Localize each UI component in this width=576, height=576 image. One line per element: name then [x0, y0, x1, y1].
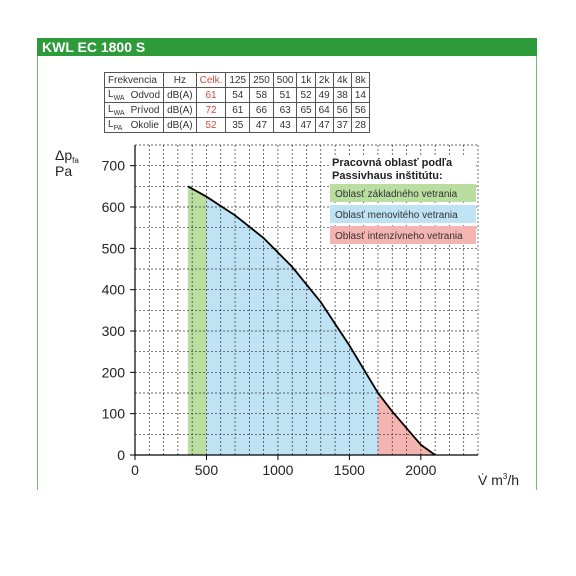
- x-axis-label-superscript: 3: [503, 472, 508, 481]
- x-tick-label: 500: [195, 462, 219, 478]
- legend-swatch: [330, 205, 476, 223]
- operating-zone-area: [187, 186, 207, 456]
- legend-title: Pracovná oblasť podľa: [332, 157, 453, 169]
- y-tick-label: 400: [102, 282, 126, 298]
- x-tick-label: 1000: [262, 462, 293, 478]
- legend-entry-label: Oblasť základného vetrania: [335, 189, 458, 200]
- noise-value-cell: 47: [296, 117, 316, 133]
- noise-table-row: LPA Okolie dB(A) 52 35 47 43 47 47 37 28: [103, 117, 370, 133]
- noise-value-cell: 28: [350, 117, 370, 133]
- operating-zone-area: [378, 393, 436, 455]
- y-axis-unit-label: Pa: [55, 163, 72, 179]
- noise-unit-cell: dB(A): [163, 117, 197, 133]
- noise-value-cell: 47: [314, 117, 334, 133]
- noise-name-cell: Okolie: [127, 117, 165, 133]
- noise-header-cell: Frekvencia: [103, 72, 165, 88]
- noise-table-header-row: Frekvencia Hz Celk. 125 250 500 1k 2k 4k 8k: [103, 72, 370, 88]
- legend-subtitle: Passivhaus inštitútu:: [332, 170, 443, 182]
- noise-value-cell: 47: [249, 117, 274, 133]
- characteristic-curve: [187, 185, 436, 456]
- panel-frame: [37, 38, 537, 490]
- y-tick-label: 700: [102, 158, 126, 174]
- y-tick-label: 200: [102, 364, 126, 380]
- noise-symbol-cell: LWA: [103, 102, 128, 118]
- legend-entry-label: Oblasť intenzívneho vetrania: [335, 231, 463, 242]
- noise-symbol-cell: LPA: [103, 117, 128, 133]
- noise-symbol-subscript: PA: [113, 124, 123, 132]
- y-tick-label: 0: [117, 447, 125, 463]
- noise-total-cell: 52: [195, 117, 227, 133]
- legend-entry-label: Oblasť menovitého vetrania: [335, 210, 458, 221]
- x-tick-label: 0: [131, 462, 139, 478]
- y-tick-label: 100: [102, 406, 126, 422]
- legend-swatch: [330, 184, 476, 202]
- y-tick-label: 600: [102, 199, 126, 215]
- noise-symbol-subscript: WA: [113, 109, 125, 117]
- y-axis-label-subscript: fa: [72, 156, 79, 165]
- x-axis-label-suffix: /h: [507, 472, 519, 488]
- legend-title-background: [330, 155, 476, 183]
- x-axis-label: V̇ m3/h: [478, 472, 519, 488]
- x-tick-label: 1500: [334, 462, 365, 478]
- page-title: KWL EC 1800 S: [37, 38, 537, 56]
- x-tick-label: 2000: [405, 462, 436, 478]
- noise-symbol-subscript: WA: [113, 94, 125, 102]
- y-tick-label: 500: [102, 240, 126, 256]
- y-tick-label: 300: [102, 323, 126, 339]
- noise-table: Frekvencia Hz Celk. 125 250 500 1k 2k 4k 8k LWA Odv…: [103, 72, 370, 133]
- noise-value-cell: 43: [272, 117, 298, 133]
- legend-swatch: [330, 226, 476, 244]
